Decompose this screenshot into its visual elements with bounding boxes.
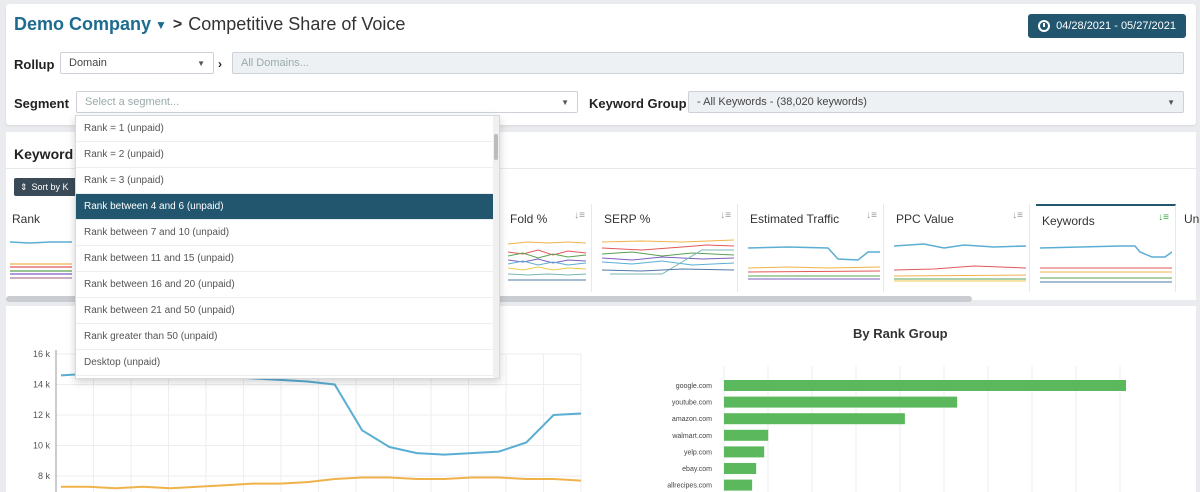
chevron-down-icon: ▼	[1167, 97, 1175, 107]
metric-card-ppc-value[interactable]: PPC Value ↓≡	[890, 204, 1030, 292]
y-tick-label: 8 k	[38, 471, 51, 481]
metric-label: Fold %	[510, 212, 548, 226]
rollup-separator-icon: ›	[218, 57, 222, 71]
date-range-button[interactable]: 04/28/2021 - 05/27/2021	[1028, 14, 1186, 38]
metric-card-fold[interactable]: Fold % ↓≡	[504, 204, 592, 292]
fold-sparkline	[508, 241, 586, 281]
bar	[724, 463, 757, 474]
bar	[724, 396, 958, 408]
rollup-value: Domain	[69, 57, 107, 69]
category-label: google.com	[676, 383, 712, 390]
keyword-group-value: - All Keywords - (38,020 keywords)	[697, 96, 867, 108]
segment-option[interactable]: Rank = 2 (unpaid)	[76, 142, 499, 168]
chevron-down-icon: ▼	[197, 58, 205, 68]
segment-dropdown: Rank = 1 (unpaid) Rank = 2 (unpaid) Rank =…	[75, 115, 500, 379]
metric-card-rank[interactable]: Rank	[6, 204, 76, 292]
series-line	[61, 476, 582, 490]
bar	[724, 380, 1126, 391]
metric-card-serp[interactable]: SERP % ↓≡	[598, 204, 738, 292]
category-label: ebay.com	[682, 466, 712, 473]
keyword-group-select[interactable]: - All Keywords - (38,020 keywords) ▼	[688, 91, 1184, 113]
metric-card-estimated-traffic[interactable]: Estimated Traffic ↓≡	[744, 204, 884, 292]
breadcrumb: Demo Company ▼ > Competitive Share of Vo…	[14, 14, 405, 35]
sort-icon[interactable]: ↓≡	[866, 210, 877, 221]
category-label: walmart.com	[671, 433, 712, 440]
metric-card-keywords[interactable]: Keywords ↓≡	[1036, 204, 1176, 292]
segment-option[interactable]: Rank between 11 and 15 (unpaid)	[76, 246, 499, 272]
sort-icon[interactable]: ↓≡	[574, 210, 585, 221]
metric-label: Estimated Traffic	[750, 212, 840, 226]
segment-option[interactable]: Rank between 4 and 6 (unpaid)	[76, 194, 499, 220]
segment-option[interactable]: Rank between 21 and 50 (unpaid)	[76, 298, 499, 324]
breadcrumb-separator: >	[172, 15, 183, 33]
page-title: Competitive Share of Voice	[188, 14, 406, 34]
category-label: yelp.com	[684, 449, 712, 456]
dropdown-scrollbar[interactable]	[493, 116, 499, 378]
segment-select[interactable]: Select a segment... ▼	[76, 91, 578, 113]
sort-icon: ⇕	[20, 181, 28, 192]
rank-sparkline	[10, 241, 72, 279]
rollup-label: Rollup	[14, 57, 55, 72]
chart-title: By Rank Group	[853, 326, 948, 341]
category-label: allrecipes.com	[667, 483, 712, 490]
dropdown-scroll-thumb[interactable]	[494, 134, 498, 160]
serp-sparkline	[602, 239, 734, 275]
caret-down-icon[interactable]: ▼	[155, 17, 167, 32]
domains-placeholder: All Domains...	[241, 57, 309, 69]
y-tick-label: 10 k	[33, 441, 51, 451]
segment-label: Segment	[14, 96, 69, 111]
keywords-title: Keyword	[14, 146, 74, 162]
y-tick-label: 16 k	[33, 349, 51, 359]
clock-icon	[1038, 20, 1051, 32]
segment-option[interactable]: Rank greater than 50 (unpaid)	[76, 324, 499, 350]
traffic-sparkline	[748, 246, 880, 280]
metric-card-un[interactable]: Un	[1182, 204, 1200, 292]
sort-button-label: Sort by K	[31, 182, 69, 192]
ppc-sparkline	[894, 243, 1026, 282]
report-header: Demo Company ▼ > Competitive Share of Vo…	[6, 4, 1196, 125]
domains-input[interactable]: All Domains...	[232, 52, 1184, 74]
segment-option[interactable]: Rank = 3 (unpaid)	[76, 168, 499, 194]
segment-placeholder: Select a segment...	[85, 96, 180, 108]
y-tick-label: 14 k	[33, 380, 51, 390]
keywords-sparkline	[1040, 245, 1172, 283]
segment-option[interactable]: Rank = 1 (unpaid)	[76, 116, 499, 142]
metric-label: Rank	[12, 212, 41, 226]
sort-active-icon[interactable]: ↓≡	[1158, 212, 1169, 223]
bar	[724, 413, 905, 425]
y-tick-label: 12 k	[33, 410, 51, 420]
rollup-select[interactable]: Domain ▼	[60, 52, 214, 74]
company-selector[interactable]: Demo Company	[14, 14, 152, 34]
keyword-group-label: Keyword Group	[589, 96, 687, 111]
chevron-down-icon: ▼	[561, 97, 569, 107]
segment-option[interactable]: Desktop (unpaid)	[76, 350, 499, 376]
metric-label: Un	[1184, 212, 1200, 226]
metric-label: PPC Value	[896, 212, 954, 226]
category-label: youtube.com	[672, 400, 712, 407]
segment-option[interactable]: Rank between 16 and 20 (unpaid)	[76, 272, 499, 298]
metric-label: Keywords	[1042, 214, 1095, 228]
sort-icon[interactable]: ↓≡	[720, 210, 731, 221]
divider	[6, 168, 1196, 169]
sort-button[interactable]: ⇕ Sort by K	[14, 178, 84, 196]
bar	[724, 429, 769, 441]
segment-option[interactable]: Rank between 7 and 10 (unpaid)	[76, 220, 499, 246]
sort-icon[interactable]: ↓≡	[1012, 210, 1023, 221]
bar	[724, 479, 753, 491]
rank-group-bar-chart: google.com youtube.com amazon.com walmart.c…	[667, 366, 1126, 492]
metric-label: SERP %	[604, 212, 651, 226]
series-line	[60, 372, 582, 456]
bar	[724, 446, 765, 458]
segment-options-list: Rank = 1 (unpaid) Rank = 2 (unpaid) Rank =…	[76, 116, 499, 376]
trend-line-chart: 16 k 14 k 12 k 10 k 8 k	[33, 349, 582, 492]
category-label: amazon.com	[672, 416, 712, 423]
date-range-label: 04/28/2021 - 05/27/2021	[1056, 20, 1176, 32]
